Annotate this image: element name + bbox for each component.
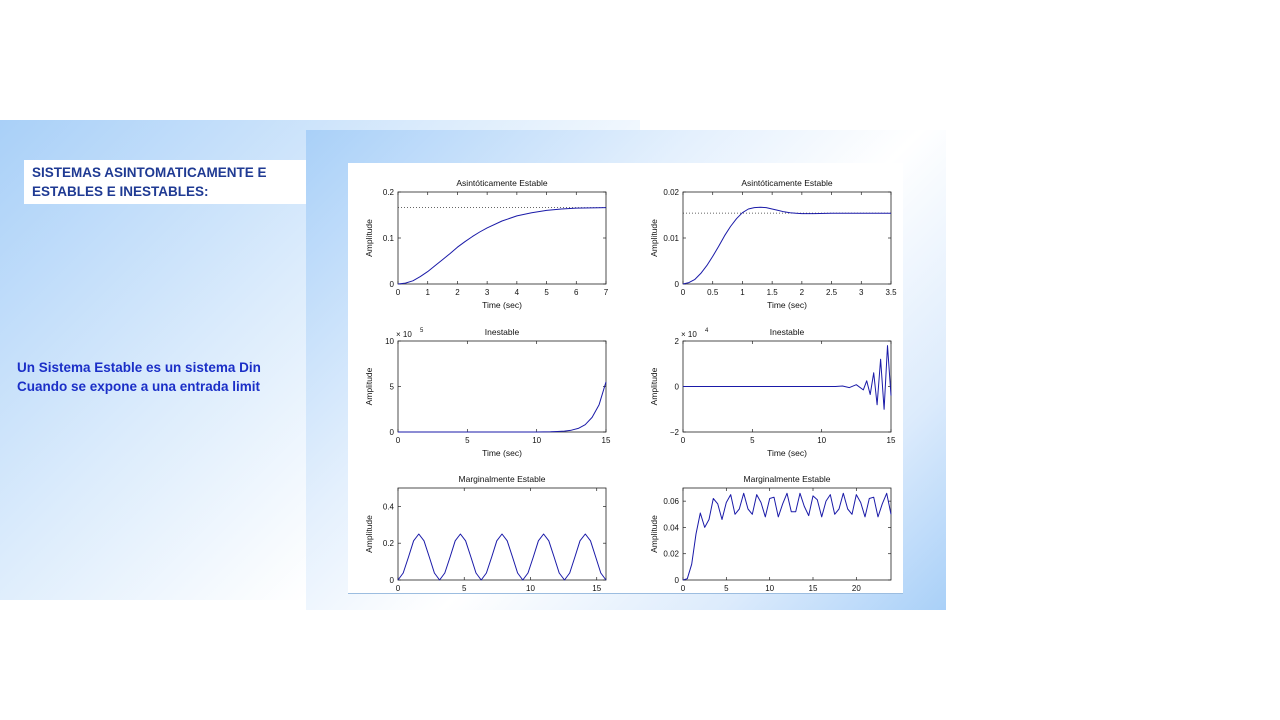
slide-title-line-2: ESTABLES E INESTABLES: [32,184,209,199]
x-tick-label: 2.5 [826,288,838,297]
y-tick-label: 0.02 [663,550,679,559]
x-tick-label: 15 [887,436,896,445]
x-tick-label: 3.5 [885,288,897,297]
x-tick-label: 10 [532,436,541,445]
x-tick-label: 2 [455,288,460,297]
x-axis-label: Time (sec) [767,300,807,310]
y-tick-label: 0 [675,280,680,289]
x-tick-label: 3 [485,288,490,297]
x-tick-label: 0 [681,584,686,593]
y-tick-label: 0.2 [383,188,395,197]
subplot-title: Marginalmente Estable [744,474,831,484]
y-axis-label: Amplitude [649,219,659,257]
x-axis-label: Time (sec) [482,448,522,458]
slide-title-box: SISTEMAS ASINTOMATICAMENTE E ESTABLES E … [24,160,324,204]
x-tick-label: 3 [859,288,864,297]
subplot-title: Marginalmente Estable [459,474,546,484]
y-tick-label: 0.06 [663,497,679,506]
x-tick-label: 0 [396,584,401,593]
x-tick-label: 0 [396,436,401,445]
x-tick-label: 4 [515,288,520,297]
x-tick-label: 0 [681,436,686,445]
y-tick-label: 5 [390,383,395,392]
y-tick-label: 2 [675,337,680,346]
x-tick-label: 5 [462,584,467,593]
axes-box [397,340,607,433]
x-tick-label: 0 [396,288,401,297]
y-axis-label: Amplitude [649,515,659,553]
y-tick-label: 0 [390,428,395,437]
x-tick-label: 5 [724,584,729,593]
subplot-6: 0 5 10 15 20 0 0.02 0.04 0.06 Marginalmente Estab… [649,474,892,593]
axes-box [682,191,892,285]
x-tick-label: 10 [817,436,826,445]
y-tick-label: 0 [390,576,395,585]
response-curve [398,381,607,433]
x-tick-label: 7 [604,288,609,297]
response-curve [682,492,892,581]
y-exponent-power: 5 [420,328,424,334]
body-text-line-1: Un Sistema Estable es un sistema Din [17,360,261,375]
plots-figure: 0 1 2 3 4 5 6 7 0 0.1 0.2 Asintóticamente Estable Ti… [364,178,897,593]
x-tick-label: 1.5 [767,288,779,297]
y-tick-label: 0.02 [663,188,679,197]
x-tick-label: 1 [425,288,430,297]
x-tick-label: 10 [765,584,774,593]
y-exponent-power: 4 [705,328,709,334]
figure-canvas: 0 1 2 3 4 5 6 7 0 0.1 0.2 Asintóticamente Estable Ti… [348,163,903,594]
y-axis-label: Amplitude [364,515,374,553]
y-tick-label: 0 [675,576,680,585]
x-tick-label: 15 [809,584,818,593]
x-tick-label: 20 [852,584,861,593]
response-curve [397,533,607,581]
response-curve [683,345,892,410]
subplot-title: Inestable [770,327,805,337]
x-tick-label: 10 [526,584,535,593]
y-axis-label: Amplitude [649,367,659,405]
x-tick-label: 2 [800,288,805,297]
x-tick-label: 6 [574,288,579,297]
y-tick-label: 0.1 [383,234,395,243]
subplot-2: 0 0.5 1 1.5 2 2.5 3 3.5 0 0.01 0.02 Asintóticamente… [649,178,897,310]
subplot-title: Asintóticamente Estable [456,178,547,188]
subplot-1: 0 1 2 3 4 5 6 7 0 0.1 0.2 Asintóticamente Estable Ti… [364,178,609,310]
x-tick-label: 15 [602,436,611,445]
response-curve [397,207,607,285]
y-tick-label: 0 [390,280,395,289]
y-tick-label: 0.4 [383,502,395,511]
x-axis-label: Time (sec) [482,300,522,310]
y-axis-label: Amplitude [364,367,374,405]
x-tick-label: 1 [740,288,745,297]
subplot-title: Inestable [485,327,520,337]
y-tick-label: 10 [385,337,394,346]
y-tick-label: 0 [675,383,680,392]
x-tick-label: 5 [750,436,755,445]
axes-box [397,191,607,285]
y-tick-label: 0.01 [663,234,679,243]
y-exponent-label: × 10 [681,330,697,339]
subplot-title: Asintóticamente Estable [741,178,832,188]
x-axis-label: Time (sec) [767,448,807,458]
y-axis-label: Amplitude [364,219,374,257]
x-tick-label: 0 [681,288,686,297]
slide-title-line-1: SISTEMAS ASINTOMATICAMENTE E [32,165,267,180]
y-exponent-label: × 10 [396,330,412,339]
figure-frame: 0 1 2 3 4 5 6 7 0 0.1 0.2 Asintóticamente Estable Ti… [306,130,946,610]
x-tick-label: 5 [544,288,549,297]
y-tick-label: 0.04 [663,523,679,532]
body-text-line-2: Cuando se expone a una entrada limit [17,379,261,394]
x-tick-label: 5 [465,436,470,445]
subplot-5: 0 5 10 15 0 0.2 0.4 Marginalmente Estable Amplit… [364,474,607,593]
response-curve [682,206,891,285]
y-tick-label: −2 [670,428,680,437]
x-tick-label: 15 [592,584,601,593]
y-tick-label: 0.2 [383,539,395,548]
x-tick-label: 0.5 [707,288,719,297]
